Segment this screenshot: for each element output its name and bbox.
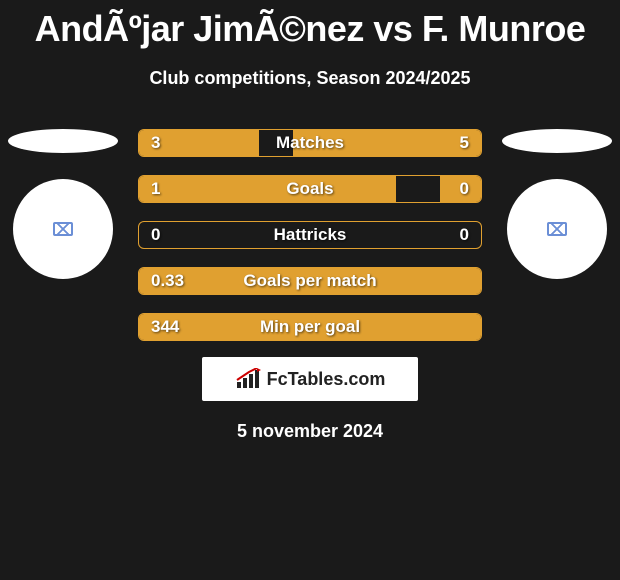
stat-label: Goals per match [139,268,481,294]
stat-row: 3Matches5 [138,129,482,157]
stat-row: 0.33Goals per match [138,267,482,295]
logo-text: FcTables.com [267,369,386,390]
player-ellipse-right [502,129,612,153]
main-row: 3Matches51Goals00Hattricks00.33Goals per… [0,129,620,341]
stat-value-right: 5 [460,130,469,156]
player-ellipse-left [8,129,118,153]
page-subtitle: Club competitions, Season 2024/2025 [0,68,620,89]
stat-value-right: 0 [460,176,469,202]
player-avatar-right [507,179,607,279]
stats-bars: 3Matches51Goals00Hattricks00.33Goals per… [138,129,482,341]
placeholder-icon [547,222,567,236]
page-title: AndÃºjar JimÃ©nez vs F. Munroe [0,8,620,50]
footer-area: FcTables.com 5 november 2024 [0,357,620,442]
placeholder-icon [53,222,73,236]
generated-date: 5 november 2024 [237,421,383,442]
fctables-logo[interactable]: FcTables.com [202,357,418,401]
stat-row: 0Hattricks0 [138,221,482,249]
stat-label: Goals [139,176,481,202]
stat-label: Matches [139,130,481,156]
stat-label: Hattricks [139,222,481,248]
right-player-col [502,129,612,279]
infographic-root: AndÃºjar JimÃ©nez vs F. Munroe Club comp… [0,0,620,580]
stat-row: 1Goals0 [138,175,482,203]
chart-icon [235,368,261,390]
stat-label: Min per goal [139,314,481,340]
left-player-col [8,129,118,279]
stat-value-right: 0 [460,222,469,248]
stat-row: 344Min per goal [138,313,482,341]
player-avatar-left [13,179,113,279]
